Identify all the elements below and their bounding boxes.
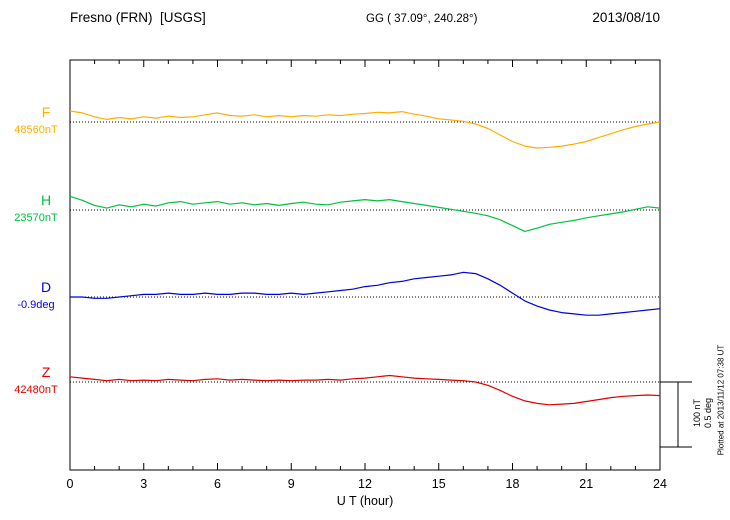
scale-bar-label-deg: 0.5 deg bbox=[703, 397, 713, 429]
x-axis-title: U T (hour) bbox=[336, 494, 394, 508]
x-tick-label: 18 bbox=[505, 477, 520, 491]
x-tick-label: 9 bbox=[287, 477, 295, 491]
x-tick-label: 15 bbox=[431, 477, 446, 491]
series-label-Z: Z bbox=[41, 364, 51, 380]
series-F-trace bbox=[69, 110, 661, 149]
series-baseline-D: -0.9deg bbox=[17, 299, 55, 311]
series-baseline-F: 48560nT bbox=[14, 124, 58, 136]
series-label-H: H bbox=[40, 192, 52, 208]
date-label: 2013/08/10 bbox=[592, 10, 660, 25]
plotted-at-note: Plotted at 2013/11/12 07:38 UT bbox=[716, 344, 726, 456]
series-H-trace bbox=[69, 195, 661, 232]
series-baseline-Z: 42480nT bbox=[14, 384, 58, 396]
series-baseline-H: 23570nT bbox=[14, 212, 58, 224]
series-label-F: F bbox=[41, 104, 51, 120]
coordinates-label: GG ( 37.09°, 240.28°) bbox=[366, 13, 478, 25]
x-tick-label: 21 bbox=[579, 477, 594, 491]
series-D-trace bbox=[70, 271, 661, 316]
station-title: Fresno (FRN) [USGS] bbox=[70, 10, 206, 25]
x-tick-label: 6 bbox=[214, 477, 221, 491]
x-tick-label: 3 bbox=[140, 477, 148, 491]
series-label-D: D bbox=[40, 279, 52, 295]
x-tick-label: 0 bbox=[66, 477, 74, 491]
series-Z-trace bbox=[69, 374, 661, 406]
x-tick-label: 12 bbox=[358, 477, 372, 491]
x-tick-label: 24 bbox=[653, 477, 667, 491]
scale-bar-label-nt: 100 nT bbox=[692, 398, 702, 428]
